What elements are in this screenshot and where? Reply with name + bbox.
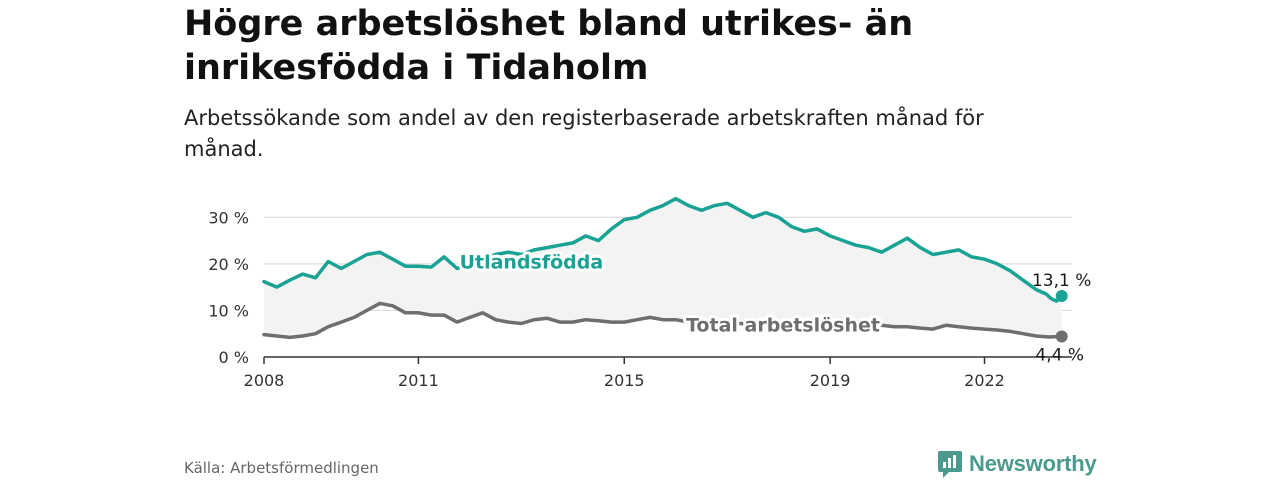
y-tick-label: 30 % (208, 208, 249, 227)
brand-logo[interactable]: Newsworthy (937, 449, 1097, 479)
axes: 0 % 10 % 20 % 30 % 2008 2011 2015 2019 2022 (208, 208, 1072, 390)
end-label-utlandsfodda: 13,1 % (1032, 271, 1091, 291)
x-tick-label: 2019 (810, 371, 851, 390)
x-tick-label: 2022 (964, 371, 1005, 390)
gap-band (264, 198, 1062, 338)
source-note: Källa: Arbetsförmedlingen (184, 459, 379, 477)
annotation-utlandsfodda: Utlandsfödda (460, 252, 604, 274)
y-tick-label: 0 % (219, 348, 249, 367)
series-line-utlandsfodda (262, 196, 1064, 303)
y-tick-label: 10 % (208, 301, 249, 320)
annotation-total-arbetsloshet: Total arbetslöshet (686, 314, 880, 336)
x-tick-label: 2015 (604, 371, 645, 390)
newsworthy-logo-icon (938, 451, 962, 478)
end-point-utlandsfodda (1055, 289, 1068, 302)
series-line-total-arbetsloshet (262, 301, 1064, 340)
x-tick-label: 2008 (244, 371, 285, 390)
end-label-total-arbetsloshet: 4,4 % (1035, 346, 1084, 366)
chart-title: Högre arbetslöshet bland utrikes- än inr… (184, 4, 914, 88)
series-lines (262, 196, 1068, 343)
end-point-total-arbetsloshet (1055, 330, 1068, 343)
y-tick-label: 20 % (208, 255, 249, 274)
line-chart: 0 % 10 % 20 % 30 % 2008 2011 2015 2019 2022 13,1… (208, 196, 1092, 390)
chart-subtitle: Arbetssökande som andel av den registerb… (184, 106, 984, 161)
chart-labels: 13,1 % 4,4 % Utlandsfödda Total arbetslöshe… (457, 249, 1092, 366)
brand-name: Newsworthy (969, 451, 1097, 476)
x-tick-label: 2011 (398, 371, 439, 390)
